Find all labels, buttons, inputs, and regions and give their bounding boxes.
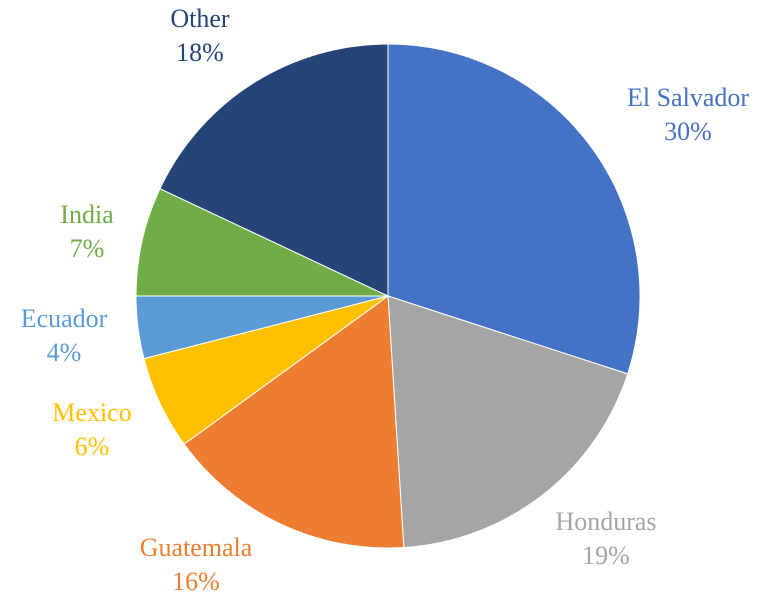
slice-label-value: 6% <box>75 432 110 461</box>
slice-label-name: Guatemala <box>140 533 253 562</box>
slice-label-value: 18% <box>176 38 224 67</box>
pie-slice <box>183 295 405 549</box>
pie-slice <box>387 43 641 375</box>
slice-label-value: 7% <box>70 234 105 263</box>
pie-slice <box>159 43 389 297</box>
slice-label-value: 19% <box>582 541 630 570</box>
slice-label-name: India <box>60 200 114 229</box>
pie-slice <box>135 188 389 297</box>
slice-label-name: Ecuador <box>21 304 108 333</box>
slice-label-value: 16% <box>172 567 220 596</box>
slice-label-name: Mexico <box>52 398 131 427</box>
slice-label-name: El Salvador <box>627 83 749 112</box>
slice-label-name: Other <box>170 4 230 33</box>
slice-label-value: 4% <box>47 338 82 367</box>
slice-label-name: Honduras <box>555 507 656 536</box>
pie-slice <box>387 295 629 549</box>
slice-label-value: 30% <box>664 117 712 146</box>
